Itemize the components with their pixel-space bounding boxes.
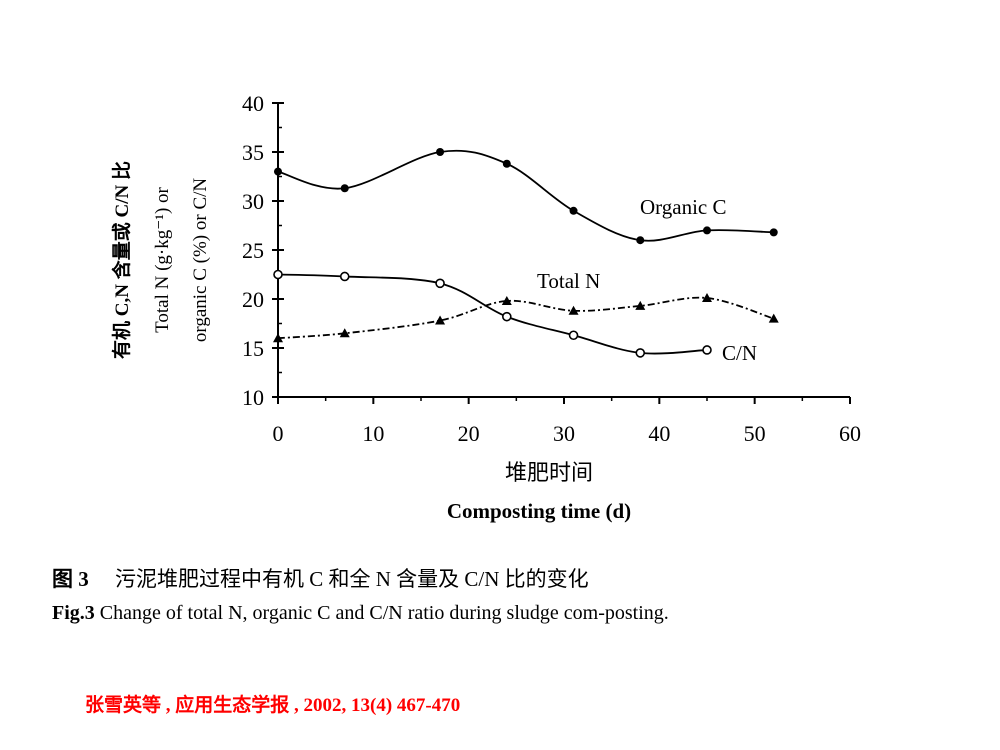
x-axis-label-en: Composting time (d) <box>447 499 631 523</box>
data-point <box>768 313 779 323</box>
y-axis-label: 有机 C,N 含量或 C/N 比 <box>110 161 133 359</box>
y-tick-label: 15 <box>242 336 264 361</box>
x-tick-label: 30 <box>553 421 575 446</box>
y-tick-label: 20 <box>242 287 264 312</box>
data-point <box>568 305 579 315</box>
data-point <box>703 226 711 235</box>
y-axis-label: Total N (g·kg⁻¹) or <box>152 186 173 332</box>
data-point <box>274 167 282 176</box>
data-point <box>339 328 350 338</box>
data-point <box>769 228 778 237</box>
citation: 张雪英等 , 应用生态学报 , 2002, 13(4) 467-470 <box>85 695 461 716</box>
y-tick-label: 25 <box>242 238 264 263</box>
series-label: Organic C <box>640 195 727 219</box>
caption-en-text: Change of total N, organic C and C/N rat… <box>99 602 669 624</box>
x-tick-label: 40 <box>648 421 670 446</box>
data-point <box>273 333 283 343</box>
y-tick-label: 40 <box>242 91 264 116</box>
data-point <box>635 348 646 358</box>
axes: 10 15 20 25 30 35 40 0 10 20 30 40 50 60 <box>242 91 861 446</box>
data-point <box>436 148 445 156</box>
data-point <box>702 345 712 355</box>
series-line-organic-c <box>277 149 774 242</box>
x-tick-label: 20 <box>458 421 480 446</box>
data-point <box>569 206 578 215</box>
caption-cn: 图 3 污泥堆肥过程中有机 C 和全 N 含量及 C/N 比的变化 <box>52 563 589 593</box>
y-tick-label: 10 <box>242 385 264 410</box>
y-tick-label: 30 <box>242 189 264 214</box>
data-point <box>501 311 512 322</box>
data-point <box>635 300 646 310</box>
series-line-total-n <box>277 296 774 340</box>
x-axis-label-cn: 堆肥时间 <box>505 460 593 485</box>
data-point <box>339 271 350 282</box>
data-point <box>702 293 712 303</box>
data-point <box>636 236 645 245</box>
data-point <box>435 278 445 289</box>
caption-en: Fig.3 Change of total N, organic C and C… <box>52 597 912 629</box>
chart: 10 15 20 25 30 35 40 0 10 20 30 40 50 60 Organic C Tot… <box>110 91 861 523</box>
labels-layer: Organic C Total N C/N 堆肥时间 Composting time (… <box>110 161 757 523</box>
data-point <box>273 269 283 280</box>
series-line-c-n <box>277 273 708 355</box>
x-tick-label: 50 <box>744 421 766 446</box>
data-point <box>501 295 512 305</box>
series-label: C/N <box>722 341 757 365</box>
x-tick-label: 0 <box>273 421 284 446</box>
x-tick-label: 10 <box>362 421 384 446</box>
data-point <box>502 159 511 168</box>
caption-cn-text: 污泥堆肥过程中有机 C 和全 N 含量及 C/N 比的变化 <box>115 567 589 591</box>
data-point <box>340 184 349 193</box>
caption-cn-label: 图 3 <box>52 567 89 591</box>
data-point <box>435 315 446 325</box>
y-tick-label: 35 <box>242 140 264 165</box>
series-label: Total N <box>537 269 600 293</box>
x-tick-label: 60 <box>839 421 861 446</box>
caption-en-label: Fig.3 <box>52 602 95 624</box>
data-point <box>568 330 579 341</box>
series-layer <box>273 148 779 358</box>
y-axis-label: organic C (%) or C/N <box>190 178 211 343</box>
